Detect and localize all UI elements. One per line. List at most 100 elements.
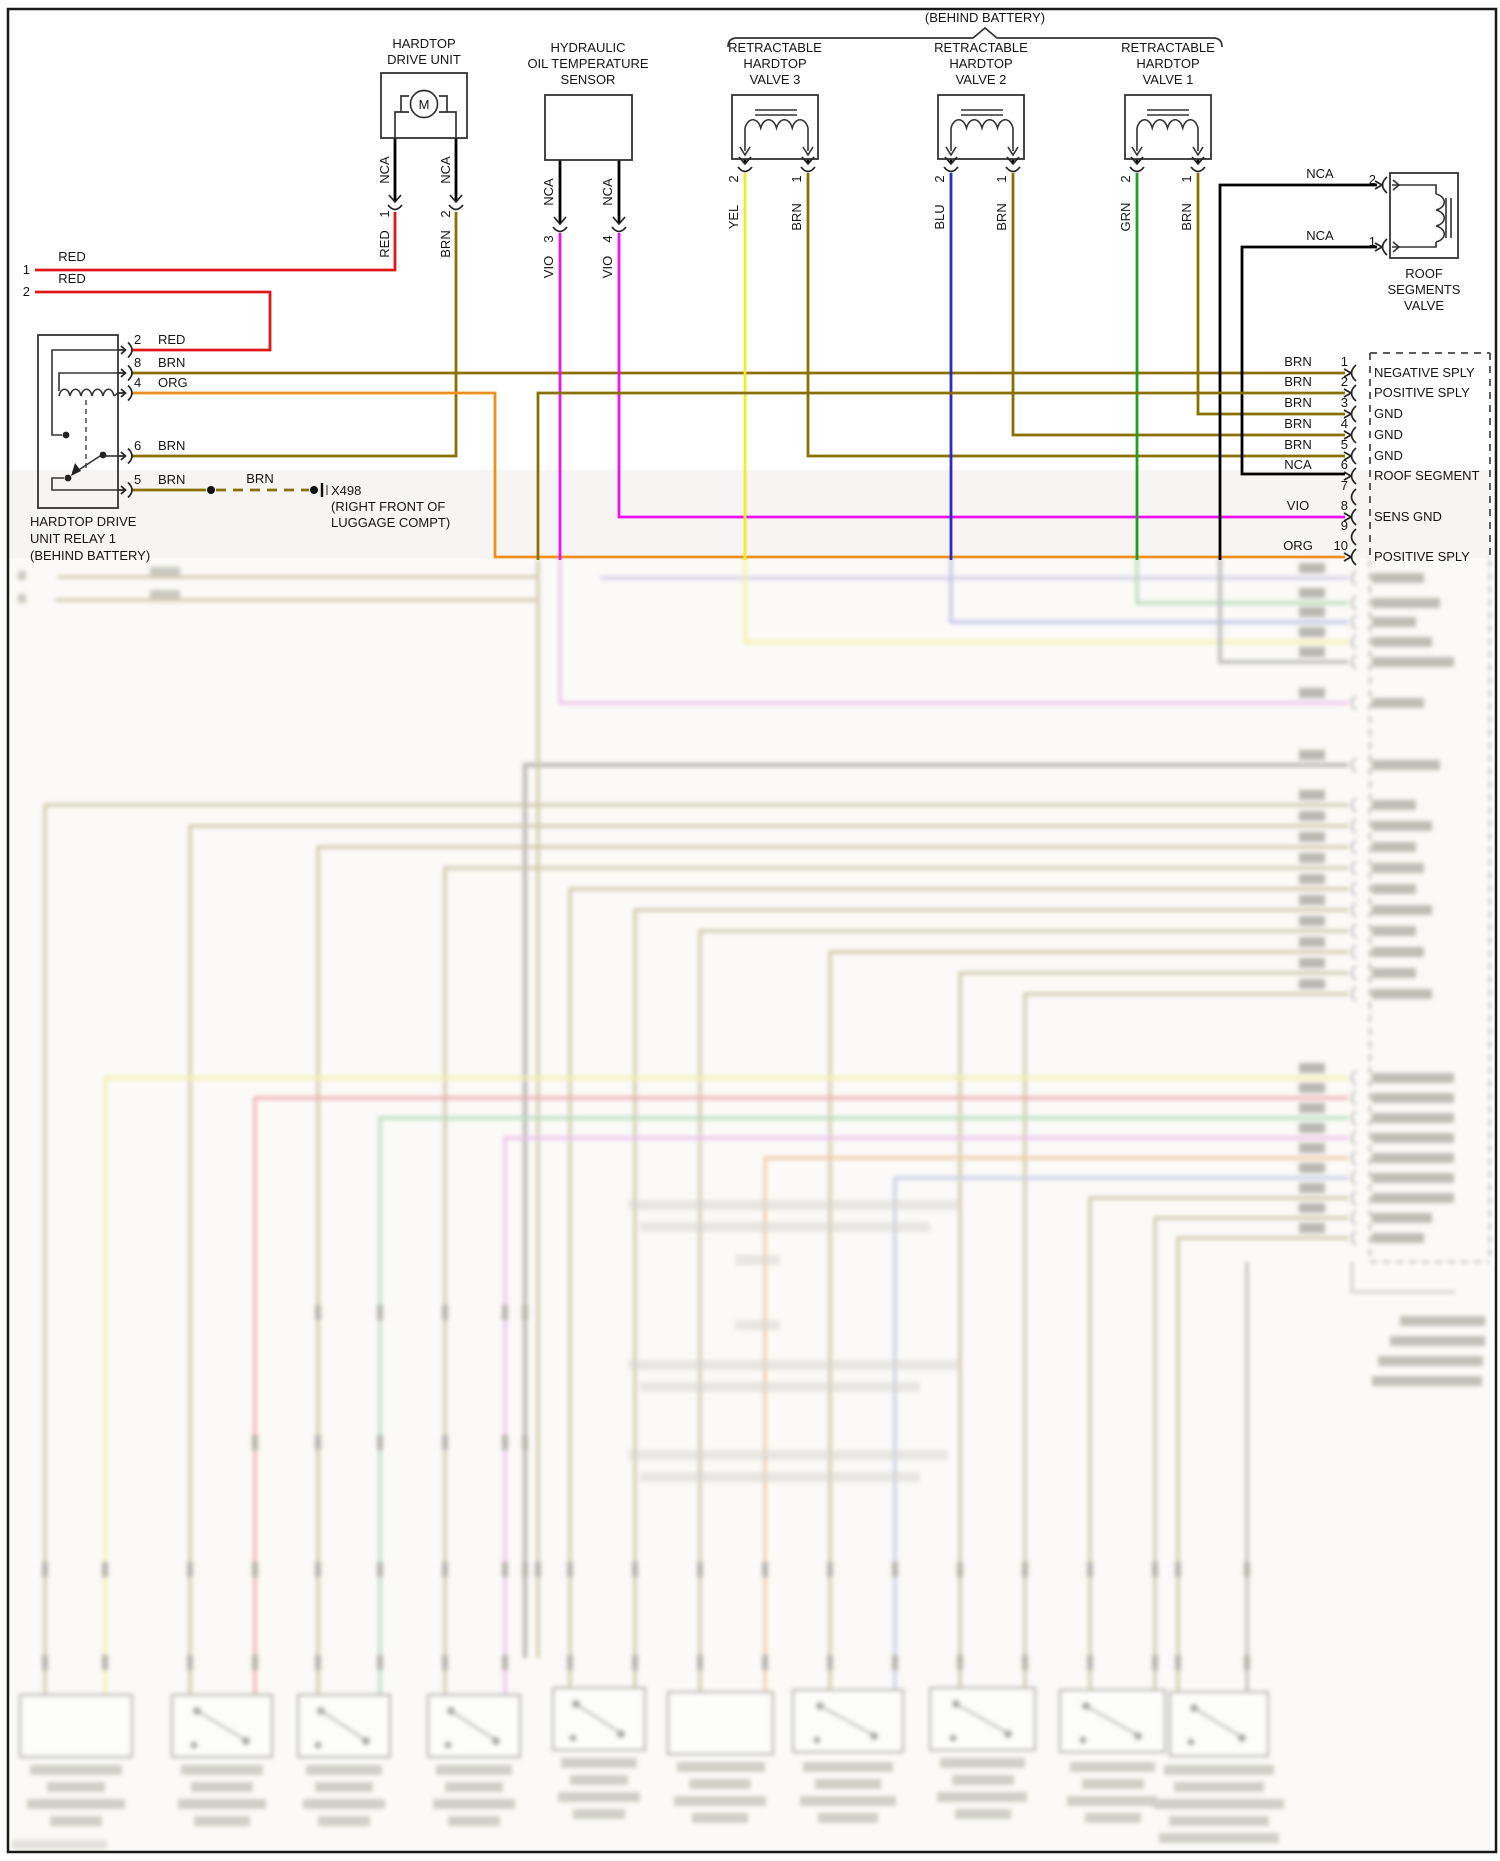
valve2-box bbox=[937, 94, 1025, 160]
roof-pin1-wire-label: NCA bbox=[1306, 228, 1334, 243]
connector-pin3-name: GND bbox=[1374, 406, 1403, 421]
relay-pin8-glyph bbox=[117, 364, 133, 382]
sensor-title-3: SENSOR bbox=[560, 72, 616, 87]
connector-pin3-wire: BRN bbox=[1284, 395, 1312, 410]
connector-pin1-wire: BRN bbox=[1284, 354, 1312, 369]
behind-battery-brace bbox=[727, 26, 1223, 48]
connector-box bbox=[1369, 352, 1491, 560]
wire-org-relay4-pin10 bbox=[131, 391, 1345, 559]
motor-symbol bbox=[394, 89, 457, 138]
valve1-pinL-color: GRN bbox=[1117, 202, 1133, 232]
blurred-wire-lavender bbox=[893, 1176, 1348, 1695]
sensor-pin4-wire-bottom: VIO bbox=[599, 255, 615, 279]
wire-valve-stubs bbox=[743, 159, 1200, 163]
blurred-label bbox=[18, 567, 180, 603]
relay-title-3: (BEHIND BATTERY) bbox=[30, 548, 151, 563]
connector-pin3-number: 3 bbox=[1340, 395, 1348, 410]
blurred-connector-box bbox=[1369, 560, 1491, 1263]
x498-location-1: (RIGHT FRONT OF bbox=[331, 499, 446, 514]
behind-battery-note: (BEHIND BATTERY) bbox=[924, 10, 1046, 25]
connector-pin4-number: 4 bbox=[1340, 416, 1348, 431]
wires bbox=[35, 138, 1377, 560]
relay-title-2: UNIT RELAY 1 bbox=[30, 531, 116, 546]
splice-wire-color: BRN bbox=[246, 471, 274, 486]
blur-seam-band bbox=[9, 470, 1491, 558]
connector-pin7-stub bbox=[1350, 488, 1357, 506]
connector-pin5-name: GND bbox=[1374, 448, 1403, 463]
connector-pin8-name: SENS GND bbox=[1374, 509, 1442, 524]
connector-pin2-name: POSITIVE SPLY bbox=[1374, 385, 1470, 400]
connector-pin8-wire: VIO bbox=[1286, 498, 1310, 513]
splice-dot bbox=[207, 486, 215, 494]
blurred-component-boxes bbox=[18, 1686, 1270, 1759]
connector-pin10-number: 10 bbox=[1333, 538, 1348, 553]
connector-pin6-wire: NCA bbox=[1284, 457, 1312, 472]
blurred-wire-blue bbox=[949, 558, 1348, 624]
hdu-title-2: DRIVE UNIT bbox=[387, 52, 461, 67]
relay-pin8-color: BRN bbox=[158, 355, 186, 370]
x498-location-2: LUGGAGE COMPT) bbox=[331, 515, 451, 530]
feed2-color: RED bbox=[58, 271, 86, 286]
wire-red-feed1 bbox=[35, 212, 397, 272]
blurred-wire-green bbox=[1135, 558, 1348, 605]
roof-pin2-wire-label: NCA bbox=[1306, 166, 1334, 181]
relay-pin2-number: 2 bbox=[134, 332, 142, 347]
wire-brn-valve2-pin4 bbox=[1011, 173, 1345, 437]
relay-box bbox=[37, 334, 119, 509]
wire-brn-hdu-relay6 bbox=[131, 212, 458, 458]
hdu-pin1-wire-bottom: RED bbox=[376, 230, 392, 258]
sensor-title-2: OIL TEMPERATURE bbox=[527, 56, 649, 71]
valve3-box bbox=[731, 94, 819, 160]
connector-pin4-wire: BRN bbox=[1284, 416, 1312, 431]
hdu-box bbox=[380, 72, 468, 139]
valve1-title-3: VALVE 1 bbox=[1142, 72, 1194, 87]
valve2-solenoid bbox=[945, 109, 1019, 157]
feed2-number: 2 bbox=[22, 284, 30, 299]
blurred-connector-tail bbox=[1351, 1262, 1455, 1293]
hdu-title-1: HARDTOP bbox=[392, 36, 456, 51]
blurred-component-labels bbox=[12, 1758, 1284, 1849]
connector-pin10-name: POSITIVE SPLY bbox=[1374, 549, 1470, 564]
roof-pin1-number: 1 bbox=[1368, 234, 1376, 249]
connector-pin7-number: 7 bbox=[1340, 478, 1348, 493]
page-border bbox=[6, 7, 1498, 1854]
valve3-solenoid bbox=[739, 109, 814, 157]
splice-dot bbox=[310, 486, 318, 494]
relay-pin5-number: 5 bbox=[134, 472, 142, 487]
connector-pin5-number: 5 bbox=[1340, 437, 1348, 452]
valve3-title-3: VALVE 3 bbox=[749, 72, 801, 87]
relay-pin2-glyph bbox=[117, 341, 133, 359]
valve3-pinR-color: BRN bbox=[788, 203, 804, 231]
motor-letter: M bbox=[418, 97, 430, 112]
blurred-note-text bbox=[628, 1200, 958, 1482]
connector-pin8-number: 8 bbox=[1340, 498, 1348, 513]
sensor-title-1: HYDRAULIC bbox=[550, 40, 626, 55]
relay-pin4-glyph bbox=[117, 384, 133, 402]
wire-nca-roof2 bbox=[1218, 183, 1377, 560]
valve2-pinL-color: BLU bbox=[931, 204, 947, 230]
connector-pin5-wire: BRN bbox=[1284, 437, 1312, 452]
valve2-title-3: VALVE 2 bbox=[955, 72, 1007, 87]
valve2-title-2: HARDTOP bbox=[949, 56, 1013, 71]
connector-pin6-name: ROOF SEGMENT bbox=[1374, 468, 1480, 483]
valve1-solenoid bbox=[1131, 109, 1204, 157]
blurred-wire-gray bbox=[1218, 558, 1348, 664]
roof-pin2-number: 2 bbox=[1368, 172, 1376, 187]
wire-brn-valve1-pin3 bbox=[1196, 173, 1345, 416]
connector-pin9-stub bbox=[1350, 528, 1357, 546]
valve3-title-1: RETRACTABLE bbox=[728, 40, 822, 55]
roof-valve-solenoid bbox=[1392, 179, 1452, 253]
wire-brn-pin2 bbox=[536, 391, 1345, 560]
connector-pin2-number: 2 bbox=[1340, 374, 1348, 389]
valve1-title-2: HARDTOP bbox=[1136, 56, 1200, 71]
blurred-wire-yellow bbox=[743, 558, 1348, 644]
relay-contact-dot bbox=[99, 451, 107, 459]
blurred-wire-violet bbox=[558, 558, 1348, 705]
relay-symbol bbox=[51, 349, 119, 491]
connector-pin2-wire: BRN bbox=[1284, 374, 1312, 389]
roof-title-3: VALVE bbox=[1404, 298, 1444, 313]
valve2-pinR-color: BRN bbox=[993, 203, 1009, 231]
